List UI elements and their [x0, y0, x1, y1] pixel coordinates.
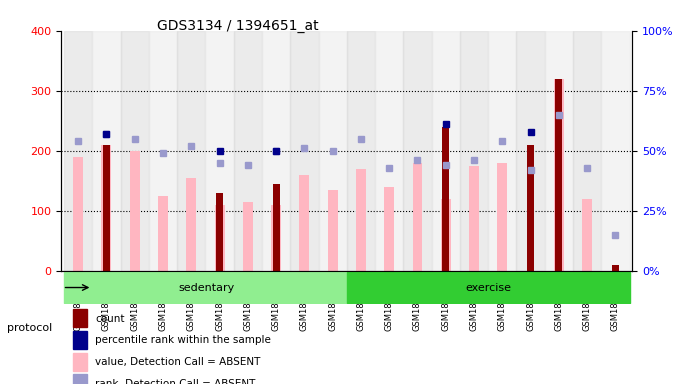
- Bar: [234, 31, 262, 271]
- Text: percentile rank within the sample: percentile rank within the sample: [95, 335, 271, 345]
- Text: value, Detection Call = ABSENT: value, Detection Call = ABSENT: [95, 357, 261, 367]
- Bar: [413, 163, 422, 271]
- Bar: [601, 31, 630, 271]
- Bar: [556, 79, 562, 271]
- Bar: [92, 31, 120, 271]
- Bar: [73, 310, 87, 327]
- Bar: [612, 265, 619, 271]
- Bar: [432, 31, 460, 271]
- Bar: [215, 205, 224, 271]
- Bar: [73, 374, 87, 384]
- Bar: [299, 175, 309, 271]
- Bar: [243, 202, 253, 271]
- Bar: [488, 31, 517, 271]
- Bar: [158, 196, 168, 271]
- Bar: [347, 31, 375, 271]
- Bar: [103, 145, 110, 271]
- Text: count: count: [95, 314, 125, 324]
- Bar: [527, 145, 534, 271]
- Bar: [64, 31, 92, 271]
- Bar: [149, 31, 177, 271]
- Bar: [573, 31, 601, 271]
- Bar: [403, 31, 432, 271]
- Bar: [186, 178, 197, 271]
- Text: rank, Detection Call = ABSENT: rank, Detection Call = ABSENT: [95, 379, 256, 384]
- Bar: [460, 31, 488, 271]
- Bar: [73, 331, 87, 349]
- Bar: [545, 31, 573, 271]
- Text: GDS3134 / 1394651_at: GDS3134 / 1394651_at: [157, 19, 319, 33]
- Bar: [205, 31, 234, 271]
- Bar: [582, 199, 592, 271]
- Bar: [177, 31, 205, 271]
- Bar: [442, 127, 449, 271]
- Bar: [73, 157, 83, 271]
- Bar: [441, 199, 451, 271]
- Bar: [517, 31, 545, 271]
- Bar: [216, 193, 223, 271]
- Bar: [271, 205, 281, 271]
- Bar: [554, 79, 564, 271]
- Bar: [273, 184, 279, 271]
- Text: exercise: exercise: [465, 283, 511, 293]
- Bar: [262, 31, 290, 271]
- Bar: [328, 190, 337, 271]
- Text: sedentary: sedentary: [179, 283, 235, 293]
- Bar: [101, 145, 112, 271]
- Bar: [356, 169, 366, 271]
- FancyBboxPatch shape: [347, 272, 630, 303]
- Bar: [497, 163, 507, 271]
- Bar: [130, 151, 139, 271]
- Bar: [375, 31, 403, 271]
- Bar: [318, 31, 347, 271]
- FancyBboxPatch shape: [64, 272, 347, 303]
- Bar: [73, 353, 87, 371]
- Bar: [120, 31, 149, 271]
- Bar: [469, 166, 479, 271]
- Bar: [290, 31, 318, 271]
- Bar: [384, 187, 394, 271]
- Text: protocol: protocol: [7, 323, 52, 333]
